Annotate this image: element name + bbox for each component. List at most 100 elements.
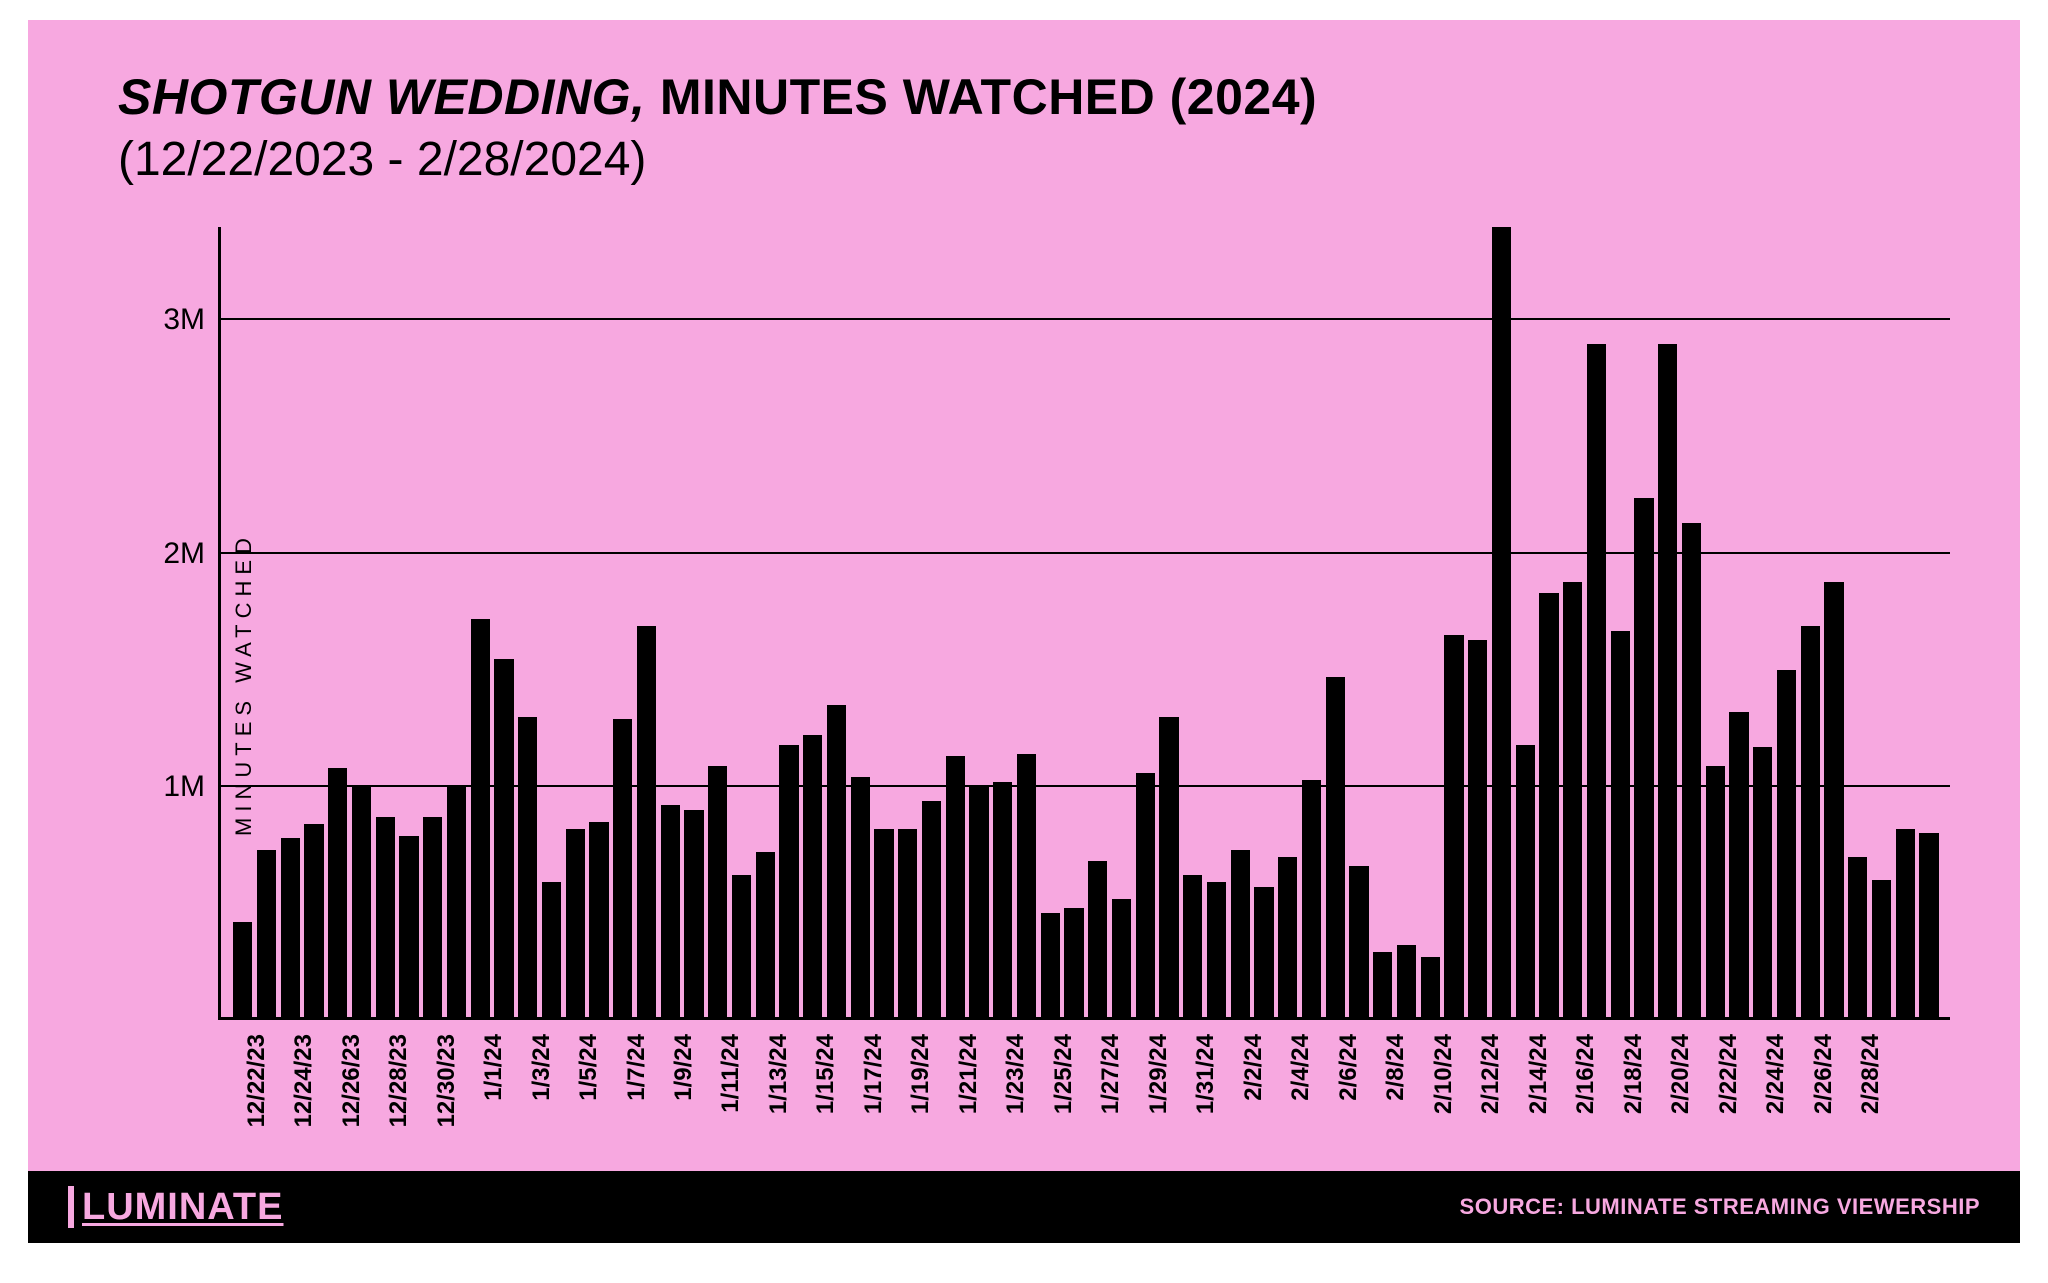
grid-line [221, 318, 1950, 320]
bar [518, 717, 537, 1020]
xtick-label: 1/11/24 [717, 1034, 745, 1113]
xtick-label: 2/16/24 [1572, 1034, 1600, 1114]
bar [471, 619, 490, 1020]
xtick-label: 2/22/24 [1715, 1034, 1743, 1114]
bar [542, 882, 561, 1020]
bar [423, 817, 442, 1020]
bar [1658, 344, 1677, 1020]
bar [1183, 875, 1202, 1020]
grid-line [221, 785, 1950, 787]
bar [1706, 766, 1725, 1020]
xtick-label: 1/19/24 [907, 1034, 935, 1114]
bar [684, 810, 703, 1020]
logo-bar-icon [68, 1186, 74, 1228]
bars-container [233, 227, 1938, 1020]
xtick-label: 2/2/24 [1240, 1034, 1268, 1101]
bar [328, 768, 347, 1020]
xtick-label: 2/10/24 [1430, 1034, 1458, 1114]
bar [1444, 635, 1463, 1020]
bar [1421, 957, 1440, 1020]
logo-text: LUMINATE [82, 1186, 284, 1229]
chart-area: SHOTGUN WEDDING, MINUTES WATCHED (2024) … [28, 20, 2020, 1171]
xtick-label: 2/20/24 [1667, 1034, 1695, 1114]
bar [708, 766, 727, 1020]
bar [494, 659, 513, 1021]
xtick-label: 1/3/24 [528, 1034, 556, 1101]
xtick-label: 12/26/23 [338, 1034, 366, 1127]
canvas: SHOTGUN WEDDING, MINUTES WATCHED (2024) … [0, 0, 2048, 1283]
chart-title: SHOTGUN WEDDING, MINUTES WATCHED (2024) [118, 68, 1950, 126]
bar [1492, 227, 1511, 1020]
footer: LUMINATE SOURCE: LUMINATE STREAMING VIEW… [28, 1171, 2020, 1243]
ytick-label: 1M [163, 770, 205, 804]
bar [1563, 582, 1582, 1020]
xtick-label: 2/28/24 [1857, 1034, 1885, 1114]
bar [637, 626, 656, 1020]
xtick-label: 1/7/24 [623, 1034, 651, 1101]
bar [1207, 882, 1226, 1020]
bar [803, 735, 822, 1020]
xtick-label: 2/24/24 [1762, 1034, 1790, 1114]
xtick-label: 1/1/24 [480, 1034, 508, 1101]
bar [352, 787, 371, 1020]
bar [946, 756, 965, 1020]
xtick-label: 1/15/24 [812, 1034, 840, 1114]
source-text: SOURCE: LUMINATE STREAMING VIEWERSHIP [1460, 1194, 1980, 1220]
xtick-label: 1/23/24 [1002, 1034, 1030, 1114]
bar [661, 805, 680, 1020]
plot-wrap: MINUTES WATCHED 1M2M3M12/22/2312/24/2312… [88, 227, 1960, 1140]
bar [874, 829, 893, 1020]
bar [732, 875, 751, 1020]
bar [1302, 780, 1321, 1020]
bar [1919, 833, 1938, 1020]
bar [1088, 861, 1107, 1020]
xtick-label: 2/8/24 [1382, 1034, 1410, 1101]
bar [1539, 593, 1558, 1020]
bar [399, 836, 418, 1020]
bar [376, 817, 395, 1020]
xtick-label: 1/9/24 [670, 1034, 698, 1101]
bar [281, 838, 300, 1020]
xtick-label: 2/14/24 [1525, 1034, 1553, 1114]
bar [1872, 880, 1891, 1020]
brand-logo: LUMINATE [68, 1186, 284, 1229]
xtick-label: 12/22/23 [243, 1034, 271, 1127]
plot: 1M2M3M12/22/2312/24/2312/26/2312/28/2312… [218, 227, 1950, 1020]
bar [1777, 670, 1796, 1020]
bar [851, 777, 870, 1020]
title-italic-part: SHOTGUN WEDDING, [118, 69, 645, 125]
bar [1017, 754, 1036, 1020]
bar [1373, 952, 1392, 1020]
bar [589, 822, 608, 1020]
bar [1231, 850, 1250, 1020]
bar [1326, 677, 1345, 1020]
bar [566, 829, 585, 1020]
xtick-label: 1/21/24 [955, 1034, 983, 1114]
bar [1611, 631, 1630, 1021]
xtick-label: 12/28/23 [385, 1034, 413, 1127]
bar [1349, 866, 1368, 1020]
bar [1848, 857, 1867, 1020]
bar [1064, 908, 1083, 1020]
xtick-label: 2/4/24 [1287, 1034, 1315, 1101]
xtick-label: 12/24/23 [290, 1034, 318, 1127]
bar [1254, 887, 1273, 1020]
bar [233, 922, 252, 1020]
xtick-label: 2/12/24 [1477, 1034, 1505, 1114]
bar [1824, 582, 1843, 1020]
bar [1801, 626, 1820, 1020]
xtick-label: 1/25/24 [1050, 1034, 1078, 1114]
bar [447, 787, 466, 1020]
bar [922, 801, 941, 1020]
bar [969, 787, 988, 1020]
bar [1159, 717, 1178, 1020]
bar [898, 829, 917, 1020]
bar [756, 852, 775, 1020]
xtick-label: 1/13/24 [765, 1034, 793, 1114]
bar [1753, 747, 1772, 1020]
grid-line [221, 552, 1950, 554]
bar [1136, 773, 1155, 1020]
xtick-label: 1/17/24 [860, 1034, 888, 1114]
xtick-label: 1/29/24 [1145, 1034, 1173, 1114]
bar [1112, 899, 1131, 1020]
